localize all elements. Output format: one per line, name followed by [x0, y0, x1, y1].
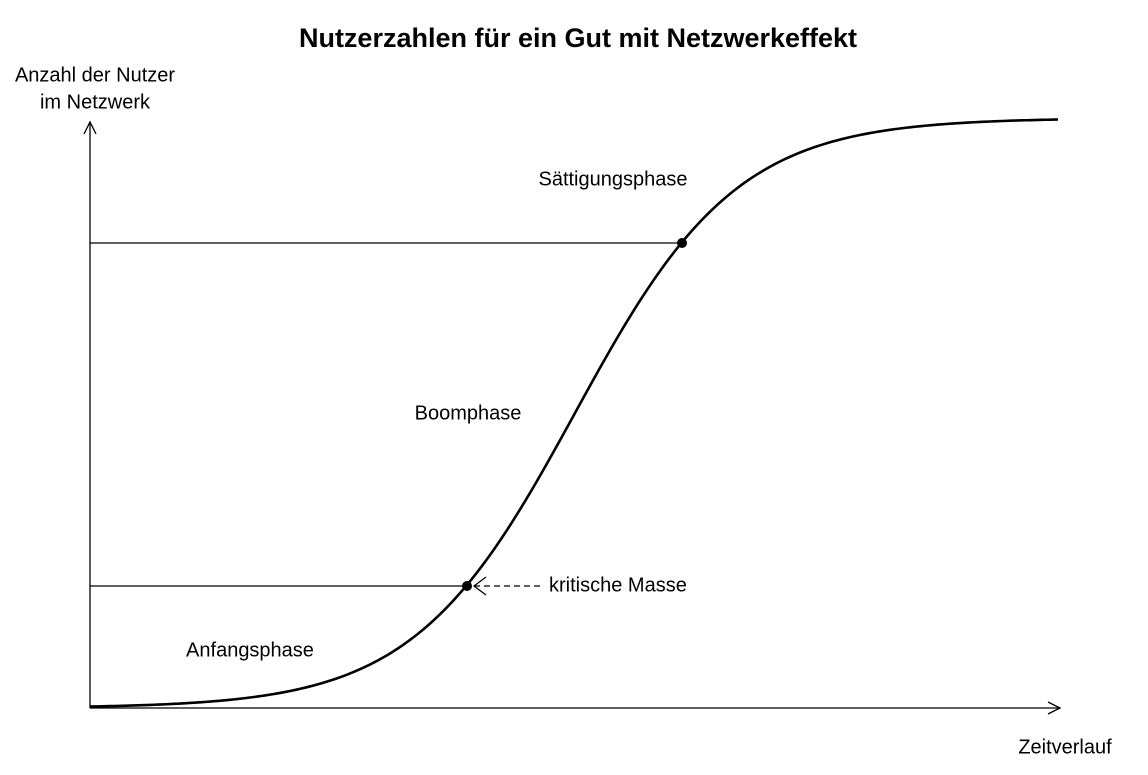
- title: Nutzerzahlen für ein Gut mit Netzwerkeff…: [299, 23, 857, 53]
- annotation: kritische Masse: [549, 574, 687, 596]
- saturation-point: [677, 238, 687, 248]
- phase-label: Anfangsphase: [186, 639, 314, 661]
- x-axis-arrow: [1047, 701, 1062, 715]
- y-axis-arrow: [83, 120, 97, 135]
- axes: [83, 120, 1062, 715]
- y-axis-label: Anzahl der Nutzer: [15, 64, 175, 86]
- critical-mass-point: [462, 581, 472, 591]
- x-axis-label: Zeitverlauf: [1018, 736, 1112, 758]
- s-curve: [89, 118, 1059, 708]
- y-axis-label: im Netzwerk: [40, 91, 151, 113]
- phase-label: Boomphase: [415, 402, 522, 424]
- phase-label: Sättigungsphase: [538, 168, 687, 190]
- annotation-arrowhead: [472, 576, 487, 596]
